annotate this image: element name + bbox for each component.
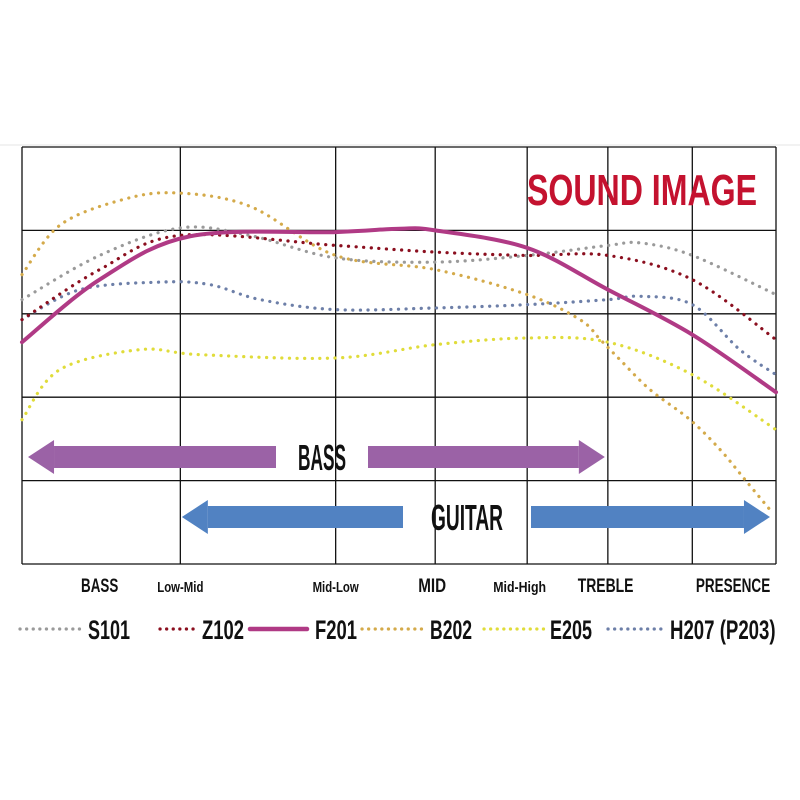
series-line-b202 [20, 191, 772, 512]
range-arrows: BASS GUITAR [28, 437, 770, 538]
arrow-head-right [578, 440, 605, 474]
legend-label: S101 [88, 615, 130, 645]
legend-item-e205: E205 [482, 615, 592, 645]
series-line-e205 [20, 335, 778, 432]
legend-item-f201: F201 [247, 615, 357, 645]
range-arrow-bass: BASS [28, 437, 605, 478]
x-tick-label: Mid-Low [313, 579, 359, 596]
x-tick-label: PRESENCE [696, 576, 770, 597]
series-line-h207 [20, 280, 778, 377]
range-arrow-guitar: GUITAR [181, 497, 770, 538]
legend-label: B202 [430, 615, 472, 645]
arrow-shaft-left [54, 446, 277, 468]
arrow-shaft-right [531, 506, 744, 528]
legend-label: Z102 [202, 615, 244, 645]
chart-title: SOUND IMAGE [527, 166, 757, 215]
legend-label: H207 (P203) [670, 615, 776, 645]
series-lines [20, 191, 778, 512]
legend-item-z102: Z102 [158, 615, 244, 645]
arrow-shaft-right [368, 446, 579, 468]
x-tick-label: BASS [81, 576, 118, 597]
series-line-f201 [20, 226, 778, 395]
legend-item-h207: H207 (P203) [606, 615, 776, 645]
legend-label: F201 [315, 615, 357, 645]
legend: S101 Z102 F201 B202 E205 H207 (P203) [18, 615, 776, 645]
arrow-head-left [181, 500, 208, 534]
x-tick-label: TREBLE [578, 576, 634, 597]
legend-item-b202: B202 [360, 615, 472, 645]
arrow-head-left [28, 440, 55, 474]
series-line-s101 [20, 225, 778, 302]
series-line-z102 [20, 232, 778, 342]
range-label: GUITAR [431, 497, 503, 538]
arrow-shaft-left [207, 506, 403, 528]
x-tick-label: MID [418, 576, 446, 597]
legend-label: E205 [550, 615, 592, 645]
x-tick-label: Mid-High [493, 579, 546, 596]
x-tick-labels: BASS Low-Mid Mid-Low MID Mid-High TREBLE PRESE… [81, 576, 770, 597]
range-label: BASS [298, 437, 346, 478]
arrow-head-right [743, 500, 770, 534]
legend-item-s101: S101 [18, 615, 130, 645]
x-tick-label: Low-Mid [157, 579, 203, 596]
